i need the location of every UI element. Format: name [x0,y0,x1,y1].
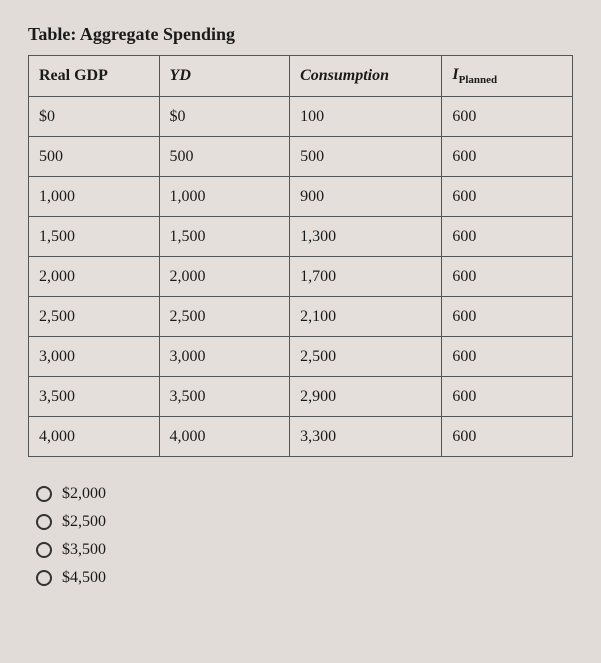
option-label: $2,000 [62,485,106,503]
table-cell: 600 [442,97,573,137]
table-header-row: Real GDP YD Consumption IPlanned [29,56,573,97]
table-cell: 600 [442,137,573,177]
table-row: 3,5003,5002,900600 [29,377,573,417]
table-cell: 500 [290,137,442,177]
radio-icon[interactable] [36,570,52,586]
answer-option[interactable]: $4,500 [36,569,573,587]
table-body: $0$01006005005005006001,0001,0009006001,… [29,97,573,457]
table-cell: 600 [442,177,573,217]
radio-icon[interactable] [36,542,52,558]
table-title: Table: Aggregate Spending [28,24,573,45]
table-cell: 2,500 [290,337,442,377]
radio-icon[interactable] [36,514,52,530]
option-label: $2,500 [62,513,106,531]
planned-subscript: Planned [459,74,498,86]
table-cell: 3,500 [29,377,160,417]
table-cell: 600 [442,297,573,337]
table-row: 2,5002,5002,100600 [29,297,573,337]
table-row: 4,0004,0003,300600 [29,417,573,457]
col-header-consumption: Consumption [290,56,442,97]
table-cell: 600 [442,217,573,257]
table-cell: 3,500 [159,377,290,417]
table-cell: 2,000 [159,257,290,297]
table-row: 1,0001,000900600 [29,177,573,217]
table-cell: 3,000 [29,337,160,377]
table-cell: 3,000 [159,337,290,377]
table-cell: 3,300 [290,417,442,457]
table-cell: 2,100 [290,297,442,337]
table-cell: 600 [442,257,573,297]
table-row: 500500500600 [29,137,573,177]
table-cell: 500 [29,137,160,177]
table-cell: 2,500 [159,297,290,337]
table-cell: 2,500 [29,297,160,337]
table-cell: 4,000 [159,417,290,457]
answer-option[interactable]: $2,000 [36,485,573,503]
table-cell: 1,000 [159,177,290,217]
table-cell: 600 [442,417,573,457]
table-cell: 100 [290,97,442,137]
table-cell: 1,500 [29,217,160,257]
table-cell: 2,000 [29,257,160,297]
table-cell: 600 [442,377,573,417]
col-header-real-gdp: Real GDP [29,56,160,97]
table-cell: 600 [442,337,573,377]
option-label: $3,500 [62,541,106,559]
radio-icon[interactable] [36,486,52,502]
table-cell: 2,900 [290,377,442,417]
table-cell: 1,700 [290,257,442,297]
table-cell: $0 [29,97,160,137]
table-cell: 500 [159,137,290,177]
table-row: 2,0002,0001,700600 [29,257,573,297]
table-cell: $0 [159,97,290,137]
answer-options: $2,000 $2,500 $3,500 $4,500 [28,485,573,587]
table-cell: 4,000 [29,417,160,457]
col-header-iplanned: IPlanned [442,56,573,97]
table-cell: 1,500 [159,217,290,257]
option-label: $4,500 [62,569,106,587]
table-cell: 1,000 [29,177,160,217]
table-cell: 900 [290,177,442,217]
answer-option[interactable]: $2,500 [36,513,573,531]
table-row: 3,0003,0002,500600 [29,337,573,377]
aggregate-spending-table: Real GDP YD Consumption IPlanned $0$0100… [28,55,573,457]
table-row: $0$0100600 [29,97,573,137]
table-cell: 1,300 [290,217,442,257]
col-header-yd: YD [159,56,290,97]
table-row: 1,5001,5001,300600 [29,217,573,257]
answer-option[interactable]: $3,500 [36,541,573,559]
